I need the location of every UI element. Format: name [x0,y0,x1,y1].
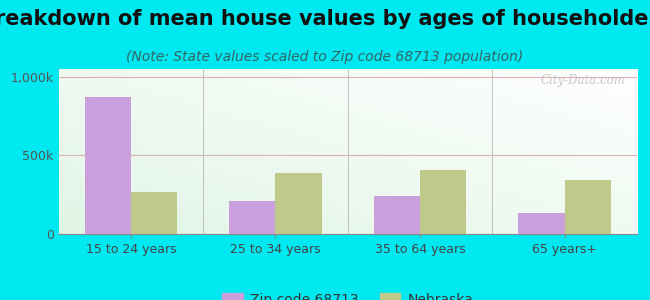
Bar [565,180,611,234]
Bar [420,170,466,234]
Text: (Note: State values scaled to Zip code 68713 population): (Note: State values scaled to Zip code 6… [126,50,524,64]
Bar [519,213,565,234]
Legend: Zip code 68713, Nebraska: Zip code 68713, Nebraska [217,287,478,300]
Bar [131,192,177,234]
Bar [276,173,322,234]
Text: City-Data.com: City-Data.com [541,74,625,87]
Bar [84,97,131,234]
Bar [229,201,276,234]
Text: Breakdown of mean house values by ages of householders: Breakdown of mean house values by ages o… [0,9,650,29]
Bar [374,196,420,234]
